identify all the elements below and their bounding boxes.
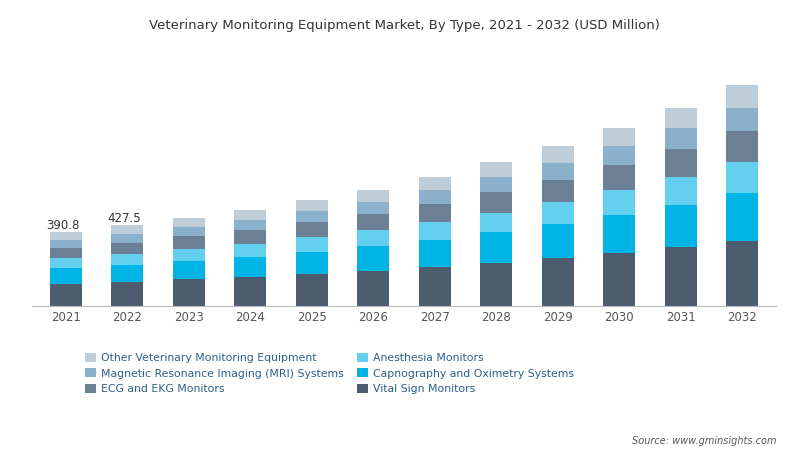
Bar (726, 162, 758, 193)
Bar (726, 85, 758, 108)
Bar (480, 177, 512, 193)
Bar (542, 180, 574, 202)
Bar (50, 240, 82, 248)
Bar (234, 277, 266, 306)
Bar (665, 177, 697, 204)
Bar (726, 108, 758, 131)
Bar (603, 253, 635, 306)
Bar (418, 204, 450, 222)
Bar (542, 162, 574, 180)
Bar (111, 234, 143, 243)
Bar (296, 237, 328, 252)
Bar (173, 227, 205, 236)
Bar (542, 258, 574, 306)
Bar (358, 246, 390, 271)
Bar (173, 261, 205, 279)
Bar (296, 200, 328, 211)
Bar (296, 211, 328, 222)
Bar (50, 258, 82, 268)
Bar (111, 265, 143, 282)
Bar (296, 222, 328, 237)
Bar (296, 274, 328, 306)
Bar (603, 128, 635, 146)
Text: 390.8: 390.8 (46, 219, 79, 232)
Bar (418, 239, 450, 267)
Bar (234, 243, 266, 256)
Bar (480, 232, 512, 263)
Bar (726, 193, 758, 241)
Bar (358, 189, 390, 202)
Bar (111, 254, 143, 265)
Title: Veterinary Monitoring Equipment Market, By Type, 2021 - 2032 (USD Million): Veterinary Monitoring Equipment Market, … (149, 19, 659, 32)
Bar (603, 215, 635, 253)
Bar (418, 177, 450, 190)
Bar (173, 249, 205, 261)
Bar (358, 202, 390, 214)
Bar (234, 220, 266, 230)
Bar (111, 225, 143, 234)
Bar (173, 279, 205, 306)
Bar (665, 128, 697, 149)
Bar (603, 190, 635, 215)
Legend: Other Veterinary Monitoring Equipment, Magnetic Resonance Imaging (MRI) Systems,: Other Veterinary Monitoring Equipment, M… (81, 348, 578, 399)
Bar (480, 193, 512, 213)
Bar (111, 282, 143, 306)
Bar (358, 230, 390, 246)
Bar (665, 108, 697, 128)
Text: 427.5: 427.5 (108, 212, 142, 225)
Bar (50, 232, 82, 240)
Bar (111, 243, 143, 254)
Bar (480, 213, 512, 232)
Bar (358, 271, 390, 306)
Bar (418, 190, 450, 204)
Bar (50, 284, 82, 306)
Bar (726, 241, 758, 306)
Bar (234, 256, 266, 277)
Bar (418, 222, 450, 239)
Bar (603, 146, 635, 166)
Bar (173, 236, 205, 249)
Bar (665, 204, 697, 247)
Bar (480, 263, 512, 306)
Bar (665, 247, 697, 306)
Text: Source: www.gminsights.com: Source: www.gminsights.com (631, 436, 776, 446)
Bar (173, 218, 205, 227)
Bar (50, 268, 82, 284)
Bar (665, 149, 697, 177)
Bar (603, 166, 635, 190)
Bar (296, 252, 328, 274)
Bar (358, 214, 390, 230)
Bar (542, 202, 574, 224)
Bar (542, 146, 574, 162)
Bar (480, 162, 512, 177)
Bar (234, 230, 266, 243)
Bar (234, 210, 266, 220)
Bar (50, 248, 82, 258)
Bar (726, 131, 758, 162)
Bar (418, 267, 450, 306)
Bar (542, 224, 574, 258)
